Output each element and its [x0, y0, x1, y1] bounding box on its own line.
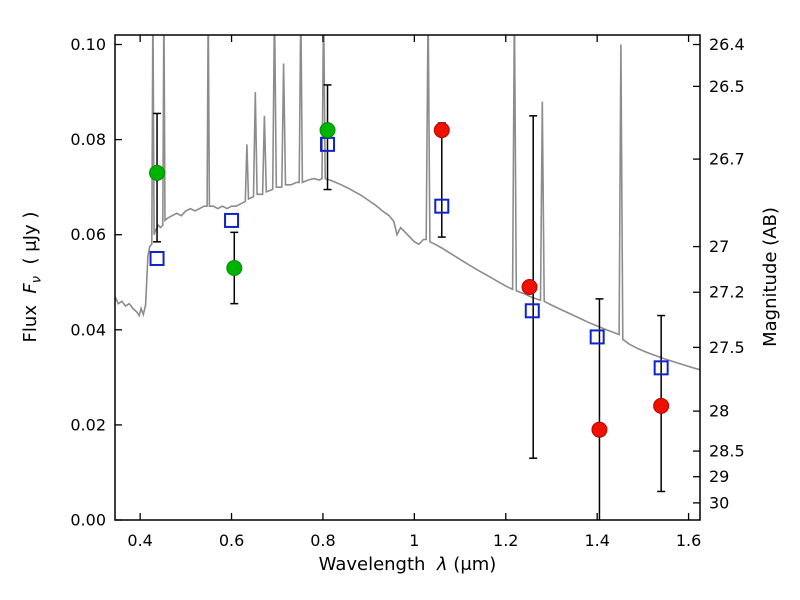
y-right-tick-label: 28.5	[709, 442, 745, 461]
square-marker	[589, 329, 605, 345]
square-marker	[434, 198, 450, 214]
y-right-label-text: Magnitude (AB)	[760, 207, 781, 347]
y-right-tick-label: 26.4	[709, 35, 745, 54]
x-axis-label-text: Wavelength	[318, 554, 426, 575]
square-marker	[653, 360, 669, 376]
y-right-tick-label: 30	[709, 493, 729, 512]
x-axis-symbol: λ	[436, 554, 448, 575]
square-marker	[149, 250, 165, 266]
y-left-tick-label: 0.10	[70, 35, 106, 54]
y-left-unit: ( μJy )	[20, 211, 41, 265]
y-left-tick-label: 0.04	[70, 320, 106, 339]
y-right-tick-label: 27.5	[709, 338, 745, 357]
x-tick-label: 1.4	[584, 531, 609, 550]
error-bars	[153, 84, 666, 520]
x-tick-label: 1.6	[676, 531, 701, 550]
y-right-tick-label: 26.5	[709, 77, 745, 96]
series-blue-open-squares	[149, 136, 669, 376]
circle-marker	[521, 279, 538, 296]
series-green-circles	[149, 122, 336, 276]
y-right-tick-label: 27	[709, 237, 729, 256]
x-tick-label: 1	[409, 531, 419, 550]
y-left-symbol: F	[20, 283, 41, 294]
y-right-tick-label: 27.2	[709, 283, 745, 302]
circle-marker	[149, 164, 166, 181]
circle-marker	[653, 397, 670, 414]
y-right-tick-label: 28	[709, 402, 729, 421]
square-marker	[224, 212, 240, 228]
x-tick-label: 1.2	[493, 531, 518, 550]
square-marker	[524, 303, 540, 319]
x-tick-label: 0.6	[219, 531, 244, 550]
circle-marker	[433, 122, 450, 139]
y-right-tick-label: 26.7	[709, 150, 745, 169]
y-axis-label-left: Flux Fν ( μJy )	[20, 127, 45, 427]
series-red-circles	[433, 122, 670, 438]
y-left-tick-label: 0.00	[70, 511, 106, 530]
spectrum-line	[115, 35, 700, 371]
y-left-label-text: Flux	[20, 305, 41, 343]
x-axis-label: Wavelength λ (μm)	[115, 554, 700, 575]
circle-marker	[226, 259, 243, 276]
plot-frame	[114, 34, 701, 521]
y-left-tick-label: 0.08	[70, 130, 106, 149]
x-tick-label: 0.8	[310, 531, 335, 550]
y-left-tick-label: 0.06	[70, 225, 106, 244]
y-right-tick-label: 29	[709, 467, 729, 486]
x-axis-unit: (μm)	[453, 554, 497, 575]
y-left-subscript: ν	[29, 275, 45, 284]
y-left-tick-label: 0.02	[70, 415, 106, 434]
y-axis-label-right: Magnitude (AB)	[760, 127, 784, 427]
circle-marker	[319, 122, 336, 139]
tick-labels: 0.4 0.6 0.8 1 1.2 1.4 1.6 0.00 0.02 0.04 0.06 0.08 0…	[70, 35, 744, 550]
plot-content	[115, 35, 700, 520]
x-tick-label: 0.4	[127, 531, 152, 550]
axis-ticks	[115, 35, 700, 521]
circle-marker	[591, 421, 608, 438]
